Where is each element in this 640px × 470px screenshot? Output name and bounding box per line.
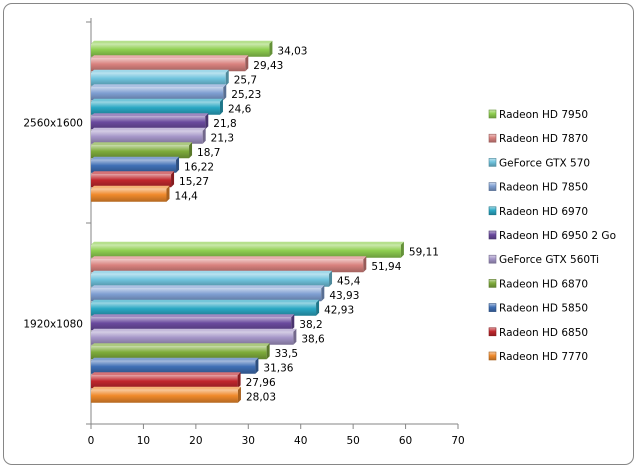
data-label: 38,6 — [301, 333, 325, 345]
legend-swatch — [488, 327, 497, 337]
x-tick-label: 30 — [242, 435, 255, 447]
legend-label: Radeon HD 6870 — [499, 278, 588, 290]
legend-item: Radeon HD 5850 — [488, 303, 588, 315]
legend-item: Radeon HD 7850 — [488, 182, 588, 194]
data-label: 42,93 — [324, 304, 354, 316]
legend-item: GeForce GTX 570 — [488, 157, 590, 169]
bar — [91, 113, 209, 130]
bar — [91, 357, 259, 374]
legend-label: Radeon HD 7770 — [499, 351, 588, 363]
data-label: 59,11 — [409, 246, 439, 258]
bar — [91, 270, 333, 287]
x-tick-label: 0 — [88, 435, 95, 447]
bar — [91, 127, 206, 144]
legend-swatch — [488, 230, 497, 240]
legend-swatch — [488, 206, 497, 216]
data-label: 25,7 — [234, 74, 257, 86]
data-label: 33,5 — [275, 348, 298, 360]
bar — [91, 386, 241, 403]
legend-label: Radeon HD 6970 — [499, 206, 588, 218]
data-label: 31,36 — [263, 362, 293, 374]
data-label: 25,23 — [231, 89, 261, 101]
data-label: 28,03 — [246, 391, 276, 403]
x-tick-label: 10 — [137, 435, 150, 447]
bar — [91, 171, 175, 188]
legend-swatch — [488, 303, 497, 312]
legend-item: Radeon HD 7870 — [488, 133, 588, 145]
bar — [91, 156, 180, 173]
bar — [91, 84, 227, 101]
legend-item: Radeon HD 6950 2 Go — [488, 230, 616, 242]
legend-swatch — [488, 351, 497, 361]
legend-label: Radeon HD 6950 2 Go — [499, 230, 616, 242]
legend-label: Radeon HD 7950 — [499, 109, 588, 121]
category-label: 2560x1600 — [23, 118, 83, 130]
data-label: 29,43 — [253, 60, 283, 72]
bar — [91, 69, 229, 86]
bar — [91, 40, 273, 57]
bar — [91, 256, 367, 273]
bar — [91, 285, 325, 302]
data-label: 21,3 — [211, 132, 234, 144]
data-label: 14,4 — [174, 190, 198, 202]
data-label: 21,8 — [213, 118, 236, 130]
data-label: 18,7 — [197, 147, 220, 159]
legend-item: GeForce GTX 560Ti — [488, 254, 599, 266]
bar-chart: 0 10 20 30 40 50 60 70 2560x1600 1920x1080 34,03 2… — [23, 18, 616, 447]
legend-swatch — [488, 109, 497, 119]
x-tick-label: 50 — [346, 435, 359, 447]
data-label: 38,2 — [299, 319, 322, 331]
bar — [91, 55, 249, 72]
x-tick-label: 60 — [399, 435, 412, 447]
legend-item: Radeon HD 7770 — [488, 351, 588, 363]
legend-label: Radeon HD 7870 — [499, 133, 588, 145]
legend-swatch — [488, 279, 497, 288]
data-label: 27,96 — [246, 377, 276, 389]
data-label: 34,03 — [277, 45, 307, 57]
legend-label: GeForce GTX 570 — [499, 157, 590, 169]
legend-label: Radeon HD 6850 — [499, 327, 588, 339]
chart-frame: 0 10 20 30 40 50 60 70 2560x1600 1920x1080 34,03 2… — [3, 3, 634, 465]
legend-item: Radeon HD 6850 — [488, 327, 588, 339]
bar — [91, 241, 404, 258]
data-label: 43,93 — [329, 290, 359, 302]
category-label: 1920x1080 — [23, 319, 83, 331]
x-tick-label: 20 — [189, 435, 202, 447]
bar — [91, 142, 193, 159]
legend-item: Radeon HD 7950 — [488, 109, 588, 121]
data-label: 15,27 — [179, 176, 209, 188]
data-label: 24,6 — [228, 103, 252, 115]
legend-swatch — [488, 182, 497, 191]
legend-item: Radeon HD 6970 — [488, 206, 588, 218]
legend-label: Radeon HD 5850 — [499, 303, 588, 315]
bar — [91, 343, 270, 360]
bar — [91, 328, 297, 345]
legend-label: GeForce GTX 560Ti — [499, 254, 599, 266]
bar — [91, 372, 241, 389]
bar — [91, 314, 295, 331]
bar — [91, 98, 223, 115]
data-label: 51,94 — [371, 261, 401, 273]
legend-label: Radeon HD 7850 — [499, 182, 588, 194]
legend-swatch — [488, 133, 497, 143]
x-tick-label: 70 — [451, 435, 464, 447]
x-tick-label: 40 — [294, 435, 307, 447]
legend-item: Radeon HD 6870 — [488, 278, 588, 290]
bar — [91, 299, 320, 316]
bar — [91, 185, 170, 202]
legend-swatch — [488, 254, 497, 264]
data-label: 16,22 — [184, 161, 214, 173]
data-label: 45,4 — [337, 275, 361, 287]
legend-swatch — [488, 158, 497, 167]
